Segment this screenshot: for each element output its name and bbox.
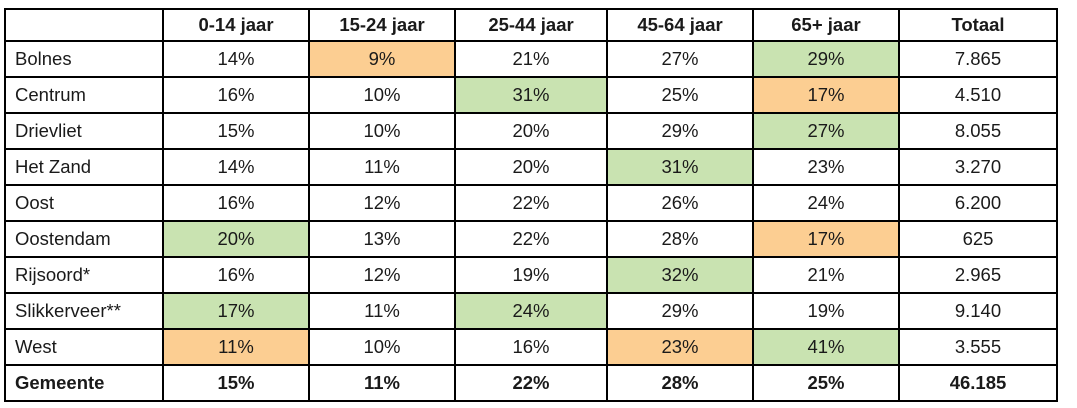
table-cell: 20% xyxy=(454,112,608,150)
table-row: Bolnes 14% 9% 21% 27% 29% 7.865 xyxy=(4,40,1058,78)
col-header-totaal: Totaal xyxy=(898,8,1058,42)
table-cell: 41% xyxy=(752,328,900,366)
table-body: Bolnes 14% 9% 21% 27% 29% 7.865 Centrum 16% 10% 31… xyxy=(4,40,1058,402)
table-row: Centrum 16% 10% 31% 25% 17% 4.510 xyxy=(4,76,1058,114)
row-label: Centrum xyxy=(4,76,164,114)
col-header-empty xyxy=(4,8,164,42)
row-label: Slikkerveer** xyxy=(4,292,164,330)
row-label: Bolnes xyxy=(4,40,164,78)
table-cell: 16% xyxy=(162,256,310,294)
table-cell: 10% xyxy=(308,112,456,150)
row-label: Oost xyxy=(4,184,164,222)
table-row: Rijsoord* 16% 12% 19% 32% 21% 2.965 xyxy=(4,256,1058,294)
table-cell: 4.510 xyxy=(898,76,1058,114)
table-cell: 24% xyxy=(752,184,900,222)
table-cell: 17% xyxy=(752,76,900,114)
table-cell: 26% xyxy=(606,184,754,222)
table-cell: 14% xyxy=(162,40,310,78)
table-cell: 46.185 xyxy=(898,364,1058,402)
table-cell: 29% xyxy=(752,40,900,78)
table-row: Drievliet 15% 10% 20% 29% 27% 8.055 xyxy=(4,112,1058,150)
row-label: Oostendam xyxy=(4,220,164,258)
table-cell: 29% xyxy=(606,292,754,330)
table-cell: 24% xyxy=(454,292,608,330)
table-cell: 27% xyxy=(606,40,754,78)
table-row: Oostendam 20% 13% 22% 28% 17% 625 xyxy=(4,220,1058,258)
table-cell: 16% xyxy=(454,328,608,366)
row-label: Gemeente xyxy=(4,364,164,402)
age-distribution-table: 0-14 jaar 15-24 jaar 25-44 jaar 45-64 ja… xyxy=(4,8,1058,402)
table-cell: 14% xyxy=(162,148,310,186)
table-cell: 23% xyxy=(606,328,754,366)
table-cell: 27% xyxy=(752,112,900,150)
table-cell: 20% xyxy=(454,148,608,186)
table-cell: 3.555 xyxy=(898,328,1058,366)
table-cell: 31% xyxy=(454,76,608,114)
table-cell: 16% xyxy=(162,184,310,222)
table-cell: 19% xyxy=(454,256,608,294)
table-cell: 11% xyxy=(308,148,456,186)
table-cell: 22% xyxy=(454,220,608,258)
table-cell: 22% xyxy=(454,364,608,402)
table-cell: 2.965 xyxy=(898,256,1058,294)
row-label: Drievliet xyxy=(4,112,164,150)
table-row: Slikkerveer** 17% 11% 24% 29% 19% 9.140 xyxy=(4,292,1058,330)
table-cell: 3.270 xyxy=(898,148,1058,186)
table-cell: 10% xyxy=(308,328,456,366)
table-cell: 25% xyxy=(606,76,754,114)
row-label: Het Zand xyxy=(4,148,164,186)
table-cell: 22% xyxy=(454,184,608,222)
table-cell: 15% xyxy=(162,112,310,150)
table-cell: 17% xyxy=(752,220,900,258)
table-cell: 11% xyxy=(308,364,456,402)
table-cell: 15% xyxy=(162,364,310,402)
col-header-45-64: 45-64 jaar xyxy=(606,8,754,42)
table-cell: 20% xyxy=(162,220,310,258)
row-label: West xyxy=(4,328,164,366)
table-row: Gemeente 15% 11% 22% 28% 25% 46.185 xyxy=(4,364,1058,402)
table-row: West 11% 10% 16% 23% 41% 3.555 xyxy=(4,328,1058,366)
table-cell: 31% xyxy=(606,148,754,186)
table-cell: 19% xyxy=(752,292,900,330)
table-cell: 32% xyxy=(606,256,754,294)
table-cell: 8.055 xyxy=(898,112,1058,150)
header-row: 0-14 jaar 15-24 jaar 25-44 jaar 45-64 ja… xyxy=(4,8,1058,42)
table-cell: 10% xyxy=(308,76,456,114)
table-cell: 12% xyxy=(308,256,456,294)
table-cell: 28% xyxy=(606,220,754,258)
table-cell: 29% xyxy=(606,112,754,150)
table-cell: 11% xyxy=(308,292,456,330)
table-cell: 12% xyxy=(308,184,456,222)
table-cell: 16% xyxy=(162,76,310,114)
table-cell: 7.865 xyxy=(898,40,1058,78)
table-cell: 11% xyxy=(162,328,310,366)
table-cell: 23% xyxy=(752,148,900,186)
table-cell: 9.140 xyxy=(898,292,1058,330)
table-cell: 6.200 xyxy=(898,184,1058,222)
table-cell: 21% xyxy=(454,40,608,78)
col-header-25-44: 25-44 jaar xyxy=(454,8,608,42)
table-row: Oost 16% 12% 22% 26% 24% 6.200 xyxy=(4,184,1058,222)
table-cell: 625 xyxy=(898,220,1058,258)
table-row: Het Zand 14% 11% 20% 31% 23% 3.270 xyxy=(4,148,1058,186)
row-label: Rijsoord* xyxy=(4,256,164,294)
col-header-65plus: 65+ jaar xyxy=(752,8,900,42)
table-cell: 17% xyxy=(162,292,310,330)
table-cell: 25% xyxy=(752,364,900,402)
table-cell: 13% xyxy=(308,220,456,258)
col-header-0-14: 0-14 jaar xyxy=(162,8,310,42)
table-cell: 9% xyxy=(308,40,456,78)
table-cell: 21% xyxy=(752,256,900,294)
col-header-15-24: 15-24 jaar xyxy=(308,8,456,42)
table-cell: 28% xyxy=(606,364,754,402)
